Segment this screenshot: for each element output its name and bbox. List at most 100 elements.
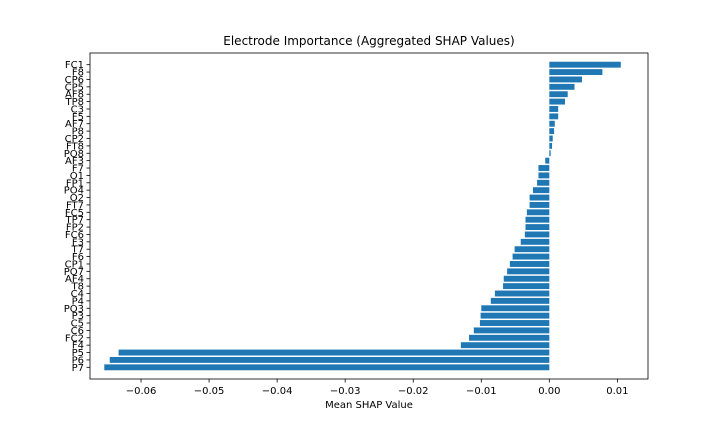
bar-fc6 — [524, 231, 550, 238]
y-tick-label: C5 — [71, 319, 84, 330]
y-tick-label: C3 — [71, 104, 84, 115]
y-tick-label: AF3 — [65, 156, 84, 167]
bar-po3 — [481, 305, 550, 312]
x-axis-ticks: −0.06 −0.05 −0.04 −0.03 −0.02 −0.01 0.00 0.01 — [126, 379, 629, 397]
x-tick-label: −0.02 — [398, 386, 429, 397]
y-tick-label: PO7 — [64, 267, 84, 278]
y-tick-label: P3 — [72, 311, 84, 322]
bar-f5 — [549, 113, 559, 120]
bar-o2 — [529, 194, 550, 201]
bar-t7 — [514, 246, 550, 253]
bar-fc5 — [526, 209, 550, 216]
y-tick-label: FP2 — [66, 223, 84, 234]
y-tick-label: F7 — [72, 164, 84, 175]
y-tick-label: FC2 — [65, 333, 84, 344]
bar-fc1 — [549, 61, 621, 68]
bar-c4 — [494, 290, 550, 297]
bar-f3 — [520, 238, 550, 245]
y-tick-label: P8 — [72, 127, 84, 138]
y-tick-label: CP6 — [65, 75, 84, 86]
bar-af3 — [545, 157, 550, 164]
bar-cp1 — [509, 261, 550, 267]
y-tick-label: AF8 — [65, 90, 84, 101]
bar-t8 — [503, 283, 550, 290]
bar-p3 — [480, 312, 550, 319]
x-tick-label: −0.03 — [330, 386, 361, 397]
bar-o1 — [538, 172, 550, 179]
y-tick-label: O2 — [70, 193, 84, 204]
x-tick-label: 0.00 — [538, 386, 560, 397]
y-tick-label: FP1 — [66, 178, 84, 189]
y-tick-label: F3 — [72, 237, 84, 248]
x-tick-label: −0.05 — [194, 386, 225, 397]
x-tick-label: −0.01 — [466, 386, 497, 397]
bar-ft7 — [529, 201, 550, 208]
bar-af4 — [503, 275, 550, 282]
y-tick-label: CP1 — [65, 259, 84, 270]
y-tick-label: CP5 — [65, 82, 84, 93]
y-tick-label: F4 — [72, 341, 84, 352]
y-tick-label: FT7 — [66, 200, 84, 211]
bar-f4 — [460, 342, 550, 349]
bars-group — [104, 61, 621, 371]
y-axis-ticks: FC1F8CP6CP5AF8TP8C3F5AF7P8CP2FT8PO8AF3F7… — [64, 60, 90, 374]
y-tick-label: AF4 — [65, 274, 84, 285]
x-tick-label: −0.06 — [126, 386, 157, 397]
bar-fp2 — [525, 224, 550, 231]
y-tick-label: TP7 — [64, 215, 84, 226]
y-tick-label: P4 — [72, 296, 84, 307]
bar-p7 — [104, 364, 550, 371]
bar-po8 — [549, 150, 551, 157]
x-axis-label: Mean SHAP Value — [325, 400, 413, 411]
bar-c6 — [473, 327, 550, 334]
bar-p8 — [549, 128, 555, 135]
y-tick-label: PO4 — [64, 186, 84, 197]
bar-tp8 — [549, 98, 565, 105]
bar-p4 — [490, 297, 550, 304]
chart-title: Electrode Importance (Aggregated SHAP Va… — [223, 34, 514, 48]
y-tick-label: P7 — [72, 363, 84, 374]
y-tick-label: FT8 — [66, 141, 84, 152]
bar-fc2 — [469, 334, 550, 341]
bar-tp7 — [525, 216, 550, 223]
y-tick-label: T7 — [71, 245, 84, 256]
x-tick-label: −0.04 — [262, 386, 293, 397]
bar-p6 — [109, 356, 550, 363]
bar-af7 — [549, 120, 555, 127]
y-tick-label: P6 — [72, 355, 84, 366]
y-tick-label: F5 — [72, 112, 84, 123]
y-tick-label: T8 — [71, 282, 84, 293]
y-tick-label: FC1 — [65, 60, 84, 71]
y-tick-label: C6 — [71, 326, 84, 337]
bar-po7 — [507, 268, 550, 275]
bar-af8 — [549, 91, 568, 98]
bar-cp2 — [549, 135, 553, 142]
bar-cp6 — [549, 76, 582, 83]
y-tick-label: CP2 — [65, 134, 84, 145]
bar-c3 — [549, 106, 559, 112]
bar-p5 — [118, 349, 550, 356]
bar-f6 — [512, 253, 550, 260]
y-tick-label: C4 — [71, 289, 84, 300]
y-tick-label: PO3 — [64, 304, 84, 315]
bar-ft8 — [549, 142, 553, 149]
y-tick-label: FC5 — [65, 208, 84, 219]
bar-c5 — [479, 320, 550, 326]
x-tick-label: 0.01 — [606, 386, 628, 397]
y-tick-label: TP8 — [64, 97, 84, 108]
y-tick-label: FC6 — [65, 230, 84, 241]
y-tick-label: F6 — [72, 252, 84, 263]
y-tick-label: PO8 — [64, 149, 84, 160]
y-tick-label: O1 — [70, 171, 84, 182]
y-tick-label: F8 — [72, 68, 84, 79]
bar-f8 — [549, 69, 603, 76]
axes-frame — [89, 52, 649, 380]
bar-f7 — [538, 165, 550, 171]
bar-fp1 — [537, 179, 550, 186]
bar-cp5 — [549, 83, 575, 90]
y-tick-label: AF7 — [65, 119, 84, 130]
y-tick-label: P5 — [72, 348, 84, 359]
bar-po4 — [532, 187, 550, 194]
